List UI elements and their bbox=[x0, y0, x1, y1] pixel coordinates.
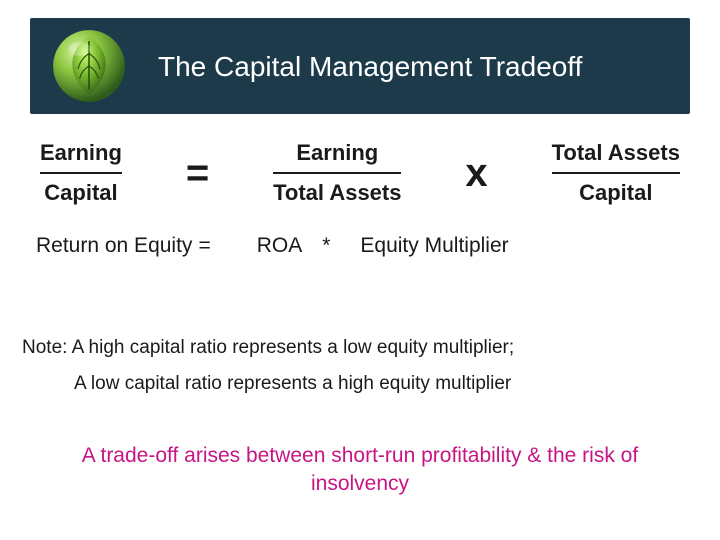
name-em: Equity Multiplier bbox=[360, 234, 508, 258]
tradeoff-text: A trade-off arises between short-run pro… bbox=[40, 442, 680, 499]
frac1-num: Earning bbox=[40, 140, 122, 170]
name-eq: = bbox=[198, 234, 210, 258]
name-roa: ROA bbox=[257, 234, 303, 258]
formula-area: Earning Capital = Earning Total Assets x… bbox=[30, 140, 690, 258]
frac2-line bbox=[273, 172, 401, 174]
note-text1: A high capital ratio represents a low eq… bbox=[72, 337, 515, 358]
frac3-line bbox=[552, 172, 680, 174]
frac3-num: Total Assets bbox=[552, 140, 680, 170]
note-block: Note: A high capital ratio represents a … bbox=[22, 330, 698, 402]
equals-op: = bbox=[180, 151, 215, 196]
fraction-roe: Earning Capital bbox=[40, 140, 122, 206]
name-star: * bbox=[322, 234, 330, 258]
frac2-den: Total Assets bbox=[273, 176, 401, 206]
slide-title: The Capital Management Tradeoff bbox=[158, 49, 582, 84]
frac1-line bbox=[40, 172, 122, 174]
equation-row: Earning Capital = Earning Total Assets x… bbox=[30, 140, 690, 206]
frac2-num: Earning bbox=[296, 140, 378, 170]
name-roe: Return on Equity bbox=[36, 234, 192, 258]
fraction-roa: Earning Total Assets bbox=[273, 140, 401, 206]
names-row: Return on Equity = ROA * Equity Multipli… bbox=[30, 234, 690, 258]
title-band: The Capital Management Tradeoff bbox=[30, 18, 690, 114]
frac3-den: Capital bbox=[579, 176, 652, 206]
leaf-sphere-icon bbox=[50, 27, 128, 105]
times-op: x bbox=[459, 151, 493, 196]
note-line2: A low capital ratio represents a high eq… bbox=[22, 366, 698, 402]
note-line1: Note: A high capital ratio represents a … bbox=[22, 330, 698, 366]
note-prefix: Note: bbox=[22, 337, 72, 358]
frac1-den: Capital bbox=[44, 176, 117, 206]
fraction-em: Total Assets Capital bbox=[552, 140, 680, 206]
